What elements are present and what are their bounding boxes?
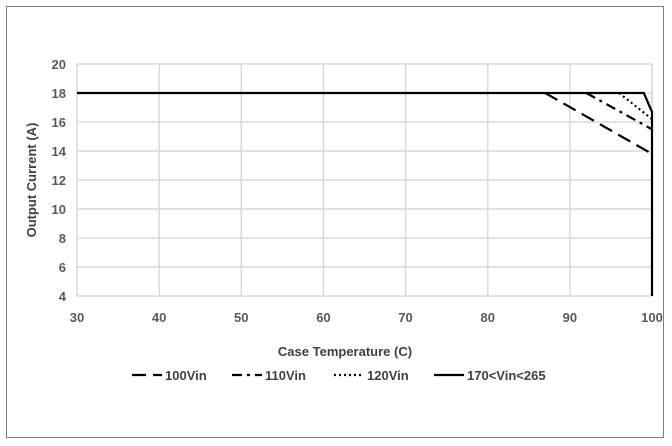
legend-label: 120Vin xyxy=(367,368,409,383)
series-line xyxy=(77,91,654,296)
chart-frame xyxy=(6,6,664,438)
y-tick-label: 18 xyxy=(52,86,66,101)
y-tick-label: 14 xyxy=(52,144,67,159)
legend-label: 170<Vin<265 xyxy=(467,368,546,383)
y-tick-label: 10 xyxy=(52,202,66,217)
legend-label: 100Vin xyxy=(165,368,207,383)
y-tick-label: 16 xyxy=(52,115,66,130)
grid-lines xyxy=(76,63,653,297)
series-line xyxy=(544,92,653,155)
y-tick-label: 8 xyxy=(59,231,66,246)
series-lines xyxy=(77,91,654,296)
x-tick-label: 30 xyxy=(70,310,84,325)
legend: 100Vin 110Vin 120Vin 170<Vin<265 xyxy=(132,368,546,383)
x-tick-label: 60 xyxy=(316,310,330,325)
x-axis-title: Case Temperature (C) xyxy=(278,344,412,359)
y-axis-title: Output Current (A) xyxy=(24,123,39,238)
series-line xyxy=(585,92,653,131)
tick-labels: 4 6 8 10 12 14 16 18 20 30 40 50 60 70 80 90 100 xyxy=(52,57,663,325)
y-tick-label: 12 xyxy=(52,173,66,188)
y-tick-label: 20 xyxy=(52,57,66,72)
x-tick-label: 90 xyxy=(563,310,577,325)
y-tick-label: 6 xyxy=(59,260,66,275)
y-tick-label: 4 xyxy=(59,289,67,304)
x-tick-label: 50 xyxy=(234,310,248,325)
series-line xyxy=(618,92,653,120)
x-tick-label: 70 xyxy=(398,310,412,325)
x-tick-label: 100 xyxy=(641,310,663,325)
x-tick-label: 80 xyxy=(480,310,494,325)
x-tick-label: 40 xyxy=(152,310,166,325)
legend-label: 110Vin xyxy=(265,368,306,383)
